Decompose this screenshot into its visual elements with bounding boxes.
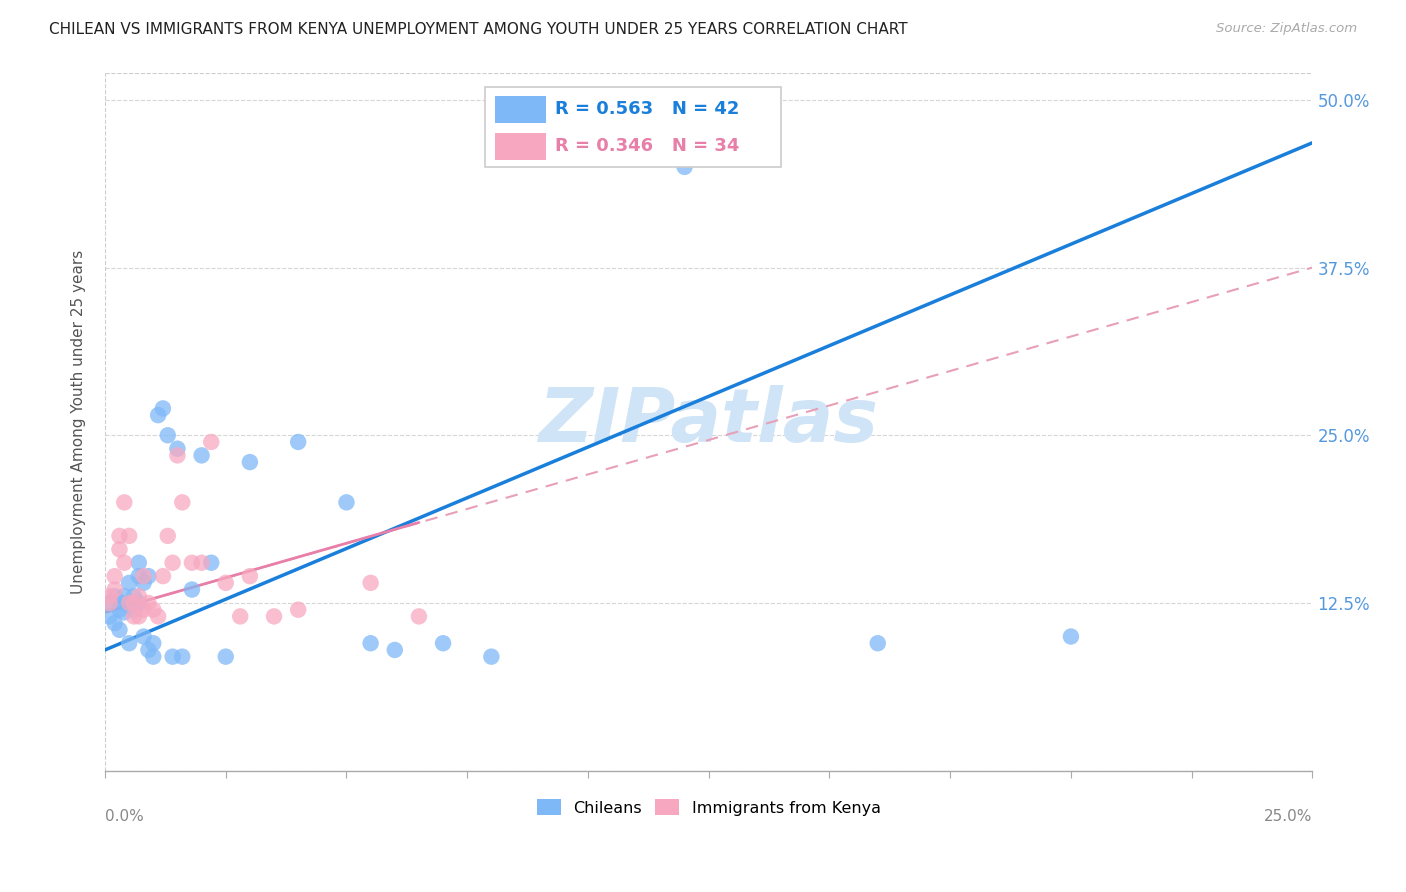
Point — [138, 569, 160, 583]
Point — [287, 603, 309, 617]
Point — [166, 449, 188, 463]
Point — [108, 529, 131, 543]
Point — [239, 455, 262, 469]
Point — [98, 609, 121, 624]
Point — [104, 616, 127, 631]
Point — [384, 643, 406, 657]
Text: 0.0%: 0.0% — [105, 809, 143, 824]
Point — [673, 160, 696, 174]
Text: R = 0.563   N = 42: R = 0.563 N = 42 — [555, 100, 740, 119]
Point — [112, 596, 135, 610]
Text: 25.0%: 25.0% — [1264, 809, 1312, 824]
Point — [156, 529, 179, 543]
Point — [229, 609, 252, 624]
Point — [215, 649, 238, 664]
Point — [132, 603, 155, 617]
Point — [118, 575, 141, 590]
Point — [200, 556, 222, 570]
Point — [122, 603, 145, 617]
Text: ZIPatlas: ZIPatlas — [538, 385, 879, 458]
Point — [162, 649, 184, 664]
Point — [146, 408, 169, 422]
Point — [152, 569, 174, 583]
Point — [1060, 630, 1083, 644]
Point — [287, 434, 309, 449]
Point — [866, 636, 889, 650]
Point — [142, 636, 165, 650]
Point — [215, 575, 238, 590]
Point — [112, 556, 135, 570]
Point — [181, 556, 204, 570]
Point — [156, 428, 179, 442]
Point — [200, 434, 222, 449]
Text: CHILEAN VS IMMIGRANTS FROM KENYA UNEMPLOYMENT AMONG YOUTH UNDER 25 YEARS CORRELA: CHILEAN VS IMMIGRANTS FROM KENYA UNEMPLO… — [49, 22, 908, 37]
Point — [118, 596, 141, 610]
Point — [181, 582, 204, 597]
Point — [152, 401, 174, 416]
Text: R = 0.346   N = 34: R = 0.346 N = 34 — [555, 137, 740, 155]
Point — [98, 589, 121, 603]
Point — [104, 589, 127, 603]
Point — [118, 529, 141, 543]
Point — [108, 623, 131, 637]
Point — [408, 609, 430, 624]
Point — [132, 630, 155, 644]
Y-axis label: Unemployment Among Youth under 25 years: Unemployment Among Youth under 25 years — [72, 250, 86, 594]
Point — [128, 609, 150, 624]
Point — [128, 569, 150, 583]
Point — [239, 569, 262, 583]
Point — [166, 442, 188, 456]
FancyBboxPatch shape — [495, 133, 546, 161]
Point — [479, 649, 502, 664]
Point — [432, 636, 454, 650]
Point — [190, 556, 212, 570]
Point — [104, 569, 127, 583]
Point — [162, 556, 184, 570]
Point — [118, 636, 141, 650]
Text: Source: ZipAtlas.com: Source: ZipAtlas.com — [1216, 22, 1357, 36]
Point — [335, 495, 357, 509]
FancyBboxPatch shape — [485, 87, 782, 167]
Point — [108, 542, 131, 557]
Point — [172, 495, 194, 509]
Point — [108, 603, 131, 617]
Point — [122, 596, 145, 610]
Point — [104, 582, 127, 597]
Point — [190, 449, 212, 463]
Point — [360, 575, 382, 590]
Point — [122, 589, 145, 603]
Legend: Chileans, Immigrants from Kenya: Chileans, Immigrants from Kenya — [530, 793, 887, 822]
Point — [128, 589, 150, 603]
Point — [138, 596, 160, 610]
Point — [122, 609, 145, 624]
Point — [112, 589, 135, 603]
Point — [112, 606, 135, 620]
Point — [132, 575, 155, 590]
Point — [142, 649, 165, 664]
Point — [128, 556, 150, 570]
Point — [128, 596, 150, 610]
Point — [98, 596, 121, 610]
Point — [112, 495, 135, 509]
Point — [172, 649, 194, 664]
FancyBboxPatch shape — [495, 96, 546, 123]
Point — [138, 643, 160, 657]
Point — [142, 603, 165, 617]
Point — [132, 569, 155, 583]
Point — [98, 596, 121, 610]
Point — [360, 636, 382, 650]
Point — [146, 609, 169, 624]
Point — [263, 609, 285, 624]
